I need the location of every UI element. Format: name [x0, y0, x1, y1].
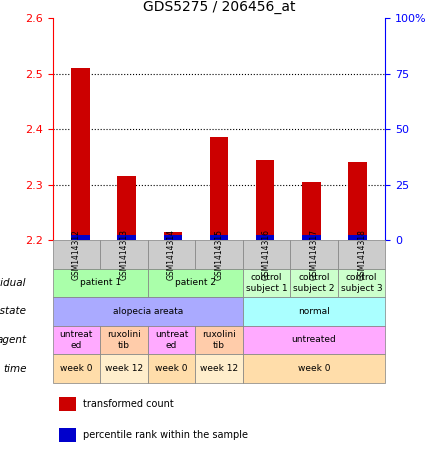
Bar [256, 159, 275, 240]
Text: week 12: week 12 [105, 364, 143, 373]
Bar [163, 235, 182, 240]
Text: individual: individual [0, 278, 26, 288]
FancyBboxPatch shape [243, 354, 385, 383]
Bar [256, 235, 275, 240]
Bar [210, 137, 228, 240]
FancyBboxPatch shape [100, 240, 148, 269]
Text: transformed count: transformed count [82, 399, 173, 409]
FancyBboxPatch shape [338, 269, 385, 297]
Text: week 0: week 0 [60, 364, 92, 373]
Text: patient 1: patient 1 [80, 279, 121, 287]
Text: GSM1414317: GSM1414317 [310, 229, 318, 280]
Text: GSM1414318: GSM1414318 [357, 229, 366, 280]
FancyBboxPatch shape [338, 240, 385, 269]
FancyBboxPatch shape [195, 240, 243, 269]
Text: control
subject 1: control subject 1 [246, 273, 287, 293]
Text: disease state: disease state [0, 306, 26, 317]
FancyBboxPatch shape [148, 240, 195, 269]
Text: GSM1414314: GSM1414314 [167, 229, 176, 280]
Bar [71, 68, 89, 240]
Text: GSM1414315: GSM1414315 [215, 229, 223, 280]
Text: untreat
ed: untreat ed [60, 330, 93, 350]
FancyBboxPatch shape [53, 269, 148, 297]
FancyBboxPatch shape [290, 240, 338, 269]
FancyBboxPatch shape [53, 354, 100, 383]
FancyBboxPatch shape [100, 326, 148, 354]
Bar [117, 235, 136, 240]
FancyBboxPatch shape [100, 354, 148, 383]
Text: control
subject 3: control subject 3 [341, 273, 382, 293]
FancyBboxPatch shape [243, 269, 290, 297]
Title: GDS5275 / 206456_at: GDS5275 / 206456_at [143, 0, 295, 14]
FancyBboxPatch shape [148, 354, 195, 383]
Text: week 12: week 12 [200, 364, 238, 373]
FancyBboxPatch shape [243, 326, 385, 354]
Text: patient 2: patient 2 [175, 279, 216, 287]
Text: ruxolini
tib: ruxolini tib [202, 330, 236, 350]
Bar [302, 235, 321, 240]
Text: ruxolini
tib: ruxolini tib [107, 330, 141, 350]
Text: GSM1414313: GSM1414313 [120, 229, 128, 280]
FancyBboxPatch shape [243, 240, 290, 269]
Text: untreated: untreated [292, 336, 336, 344]
FancyBboxPatch shape [148, 269, 243, 297]
FancyBboxPatch shape [148, 326, 195, 354]
Bar [59, 397, 76, 411]
FancyBboxPatch shape [195, 326, 243, 354]
Bar [302, 182, 321, 240]
Bar [163, 232, 182, 240]
Text: time: time [3, 363, 26, 374]
Text: alopecia areata: alopecia areata [113, 307, 183, 316]
FancyBboxPatch shape [53, 297, 243, 326]
Text: agent: agent [0, 335, 26, 345]
Text: week 0: week 0 [298, 364, 330, 373]
Text: week 0: week 0 [155, 364, 188, 373]
FancyBboxPatch shape [290, 269, 338, 297]
Bar [349, 235, 367, 240]
FancyBboxPatch shape [53, 326, 100, 354]
Bar [210, 235, 228, 240]
Bar [349, 163, 367, 240]
Bar [117, 176, 136, 240]
Text: untreat
ed: untreat ed [155, 330, 188, 350]
Text: percentile rank within the sample: percentile rank within the sample [82, 430, 247, 440]
FancyBboxPatch shape [53, 240, 100, 269]
Text: GSM1414316: GSM1414316 [262, 229, 271, 280]
Bar [59, 429, 76, 443]
Text: normal: normal [298, 307, 330, 316]
FancyBboxPatch shape [195, 354, 243, 383]
Text: control
subject 2: control subject 2 [293, 273, 335, 293]
Bar [71, 235, 89, 240]
FancyBboxPatch shape [243, 297, 385, 326]
Text: GSM1414312: GSM1414312 [72, 229, 81, 280]
